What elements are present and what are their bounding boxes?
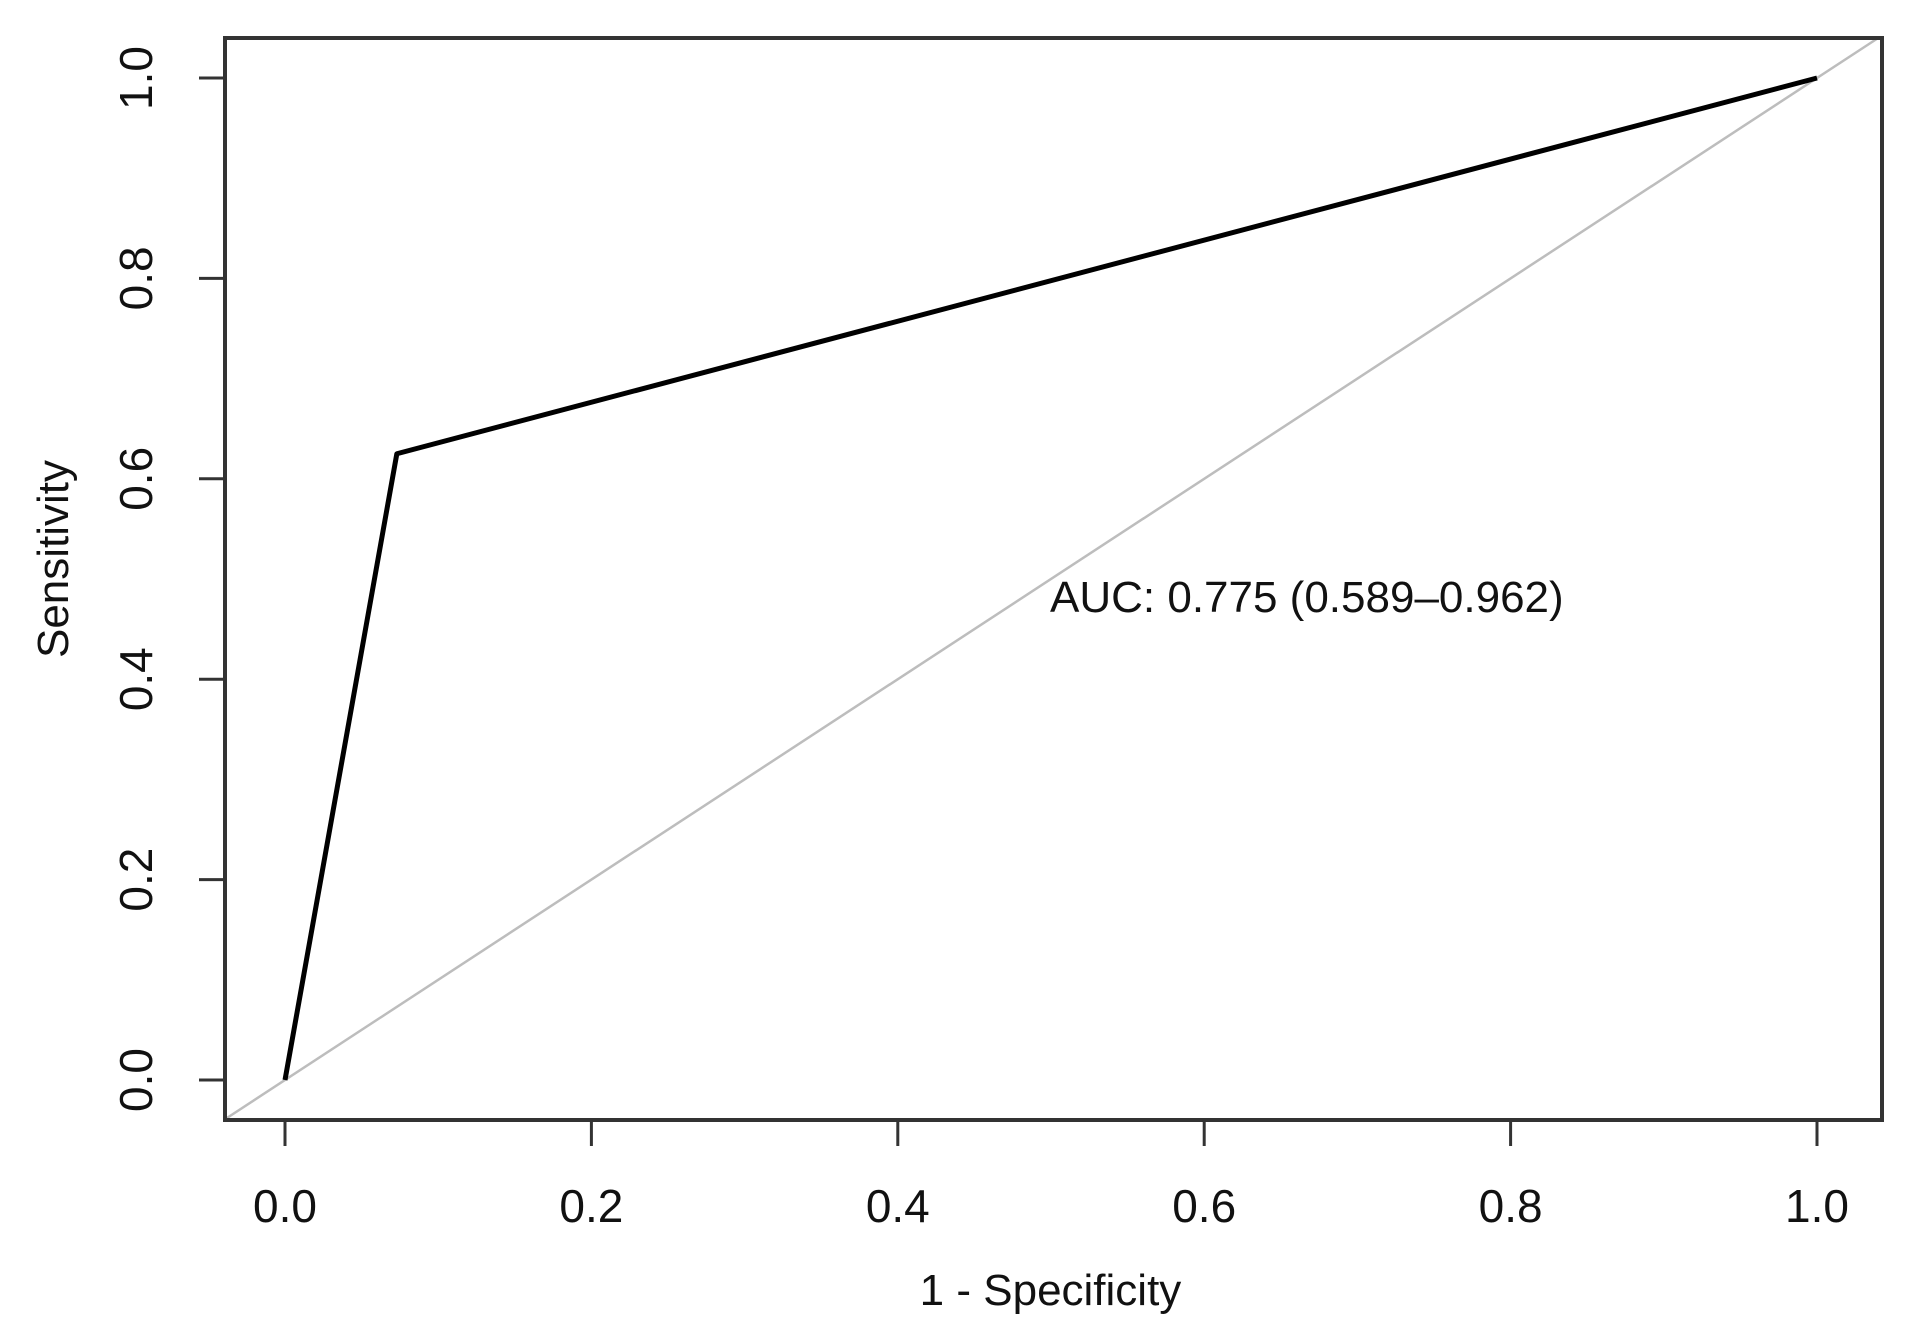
- auc-annotation: AUC: 0.775 (0.589–0.962): [1050, 573, 1564, 622]
- y-tick-label: 0.2: [110, 848, 162, 912]
- y-axis-title: Sensitivity: [29, 460, 78, 658]
- y-axis: 0.0 0.2 0.4 0.6 0.8 1.0: [110, 46, 227, 1112]
- y-tick-label: 0.0: [110, 1048, 162, 1112]
- y-tick-label: 0.8: [110, 246, 162, 310]
- y-tick-label: 0.6: [110, 447, 162, 511]
- x-tick-label: 0.6: [1172, 1180, 1236, 1232]
- series-layer: [282, 75, 1818, 1081]
- reference-diagonal-line: [224, 36, 1879, 1121]
- x-tick-label: 0.2: [559, 1180, 623, 1232]
- y-tick-label: 1.0: [110, 46, 162, 110]
- x-tick-label: 0.0: [253, 1180, 317, 1232]
- x-tick-label: 0.4: [866, 1180, 930, 1232]
- reference-layer: [224, 36, 1879, 1121]
- x-tick-label: 0.8: [1479, 1180, 1543, 1232]
- y-tick-label: 0.4: [110, 647, 162, 711]
- x-axis: 0.0 0.2 0.4 0.6 0.8 1.0: [253, 1118, 1849, 1232]
- x-tick-label: 1.0: [1785, 1180, 1849, 1232]
- x-axis-title: 1 - Specificity: [920, 1266, 1182, 1315]
- roc-curve-line: [282, 75, 1818, 1081]
